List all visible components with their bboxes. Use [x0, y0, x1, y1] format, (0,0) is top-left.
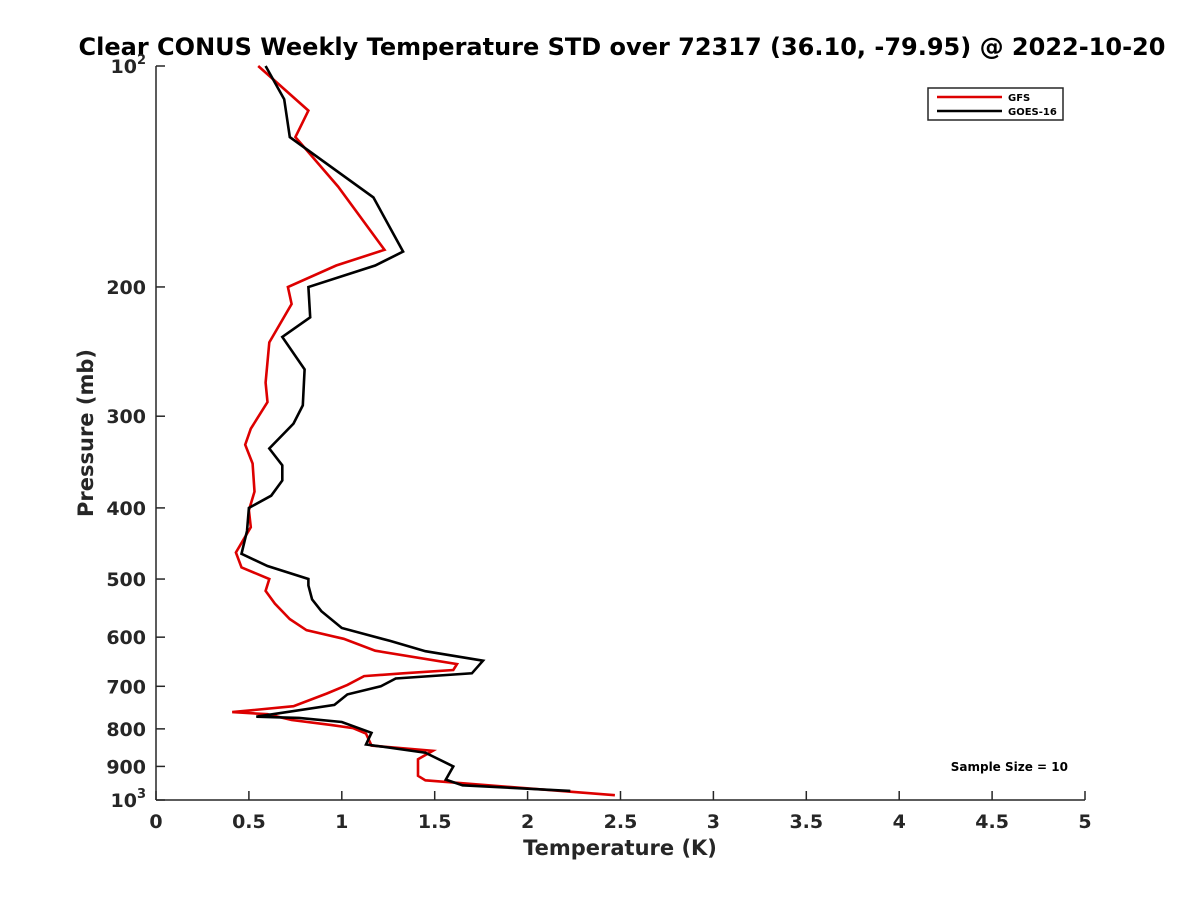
x-tick-label: 4.5 [975, 811, 1009, 833]
x-tick-label: 1 [335, 811, 348, 833]
y-tick-label: 102 [111, 53, 147, 78]
x-axis-label: Temperature (K) [523, 836, 717, 860]
y-tick-label: 700 [106, 676, 146, 698]
y-tick-label: 200 [106, 277, 146, 299]
x-tick-label: 3.5 [789, 811, 823, 833]
x-tick-label: 5 [1078, 811, 1091, 833]
x-tick-label: 0.5 [232, 811, 266, 833]
y-tick-label: 400 [106, 498, 146, 520]
chart-title: Clear CONUS Weekly Temperature STD over … [79, 33, 1166, 61]
y-tick-label: 500 [106, 569, 146, 591]
x-tick-label: 1.5 [418, 811, 452, 833]
y-tick-label: 900 [106, 756, 146, 778]
x-tick-label: 2.5 [604, 811, 638, 833]
y-axis-label: Pressure (mb) [74, 349, 98, 517]
y-tick-label: 103 [111, 787, 147, 812]
ticks: 0 0.5 1 1.5 2 2.5 3 3.5 4 4.5 5 102 200 300 400 500 600 7… [106, 53, 1091, 833]
x-tick-label: 0 [149, 811, 162, 833]
series-lines [232, 65, 616, 797]
x-tick-label: 4 [893, 811, 906, 833]
legend-label-gfs: GFS [1008, 93, 1030, 104]
x-tick-label: 3 [707, 811, 720, 833]
sample-size-annotation: Sample Size = 10 [951, 760, 1068, 774]
series-line-gfs [232, 65, 616, 797]
y-tick-label: 800 [106, 719, 146, 741]
legend-box [927, 87, 1064, 121]
legend: GFS GOES-16 [927, 87, 1064, 121]
series-line-goes-16 [239, 65, 571, 793]
legend-label-goes-16: GOES-16 [1008, 107, 1057, 118]
axes [155, 66, 1085, 801]
x-tick-label: 2 [521, 811, 534, 833]
y-tick-label: 300 [106, 406, 146, 428]
y-tick-label: 600 [106, 627, 146, 649]
